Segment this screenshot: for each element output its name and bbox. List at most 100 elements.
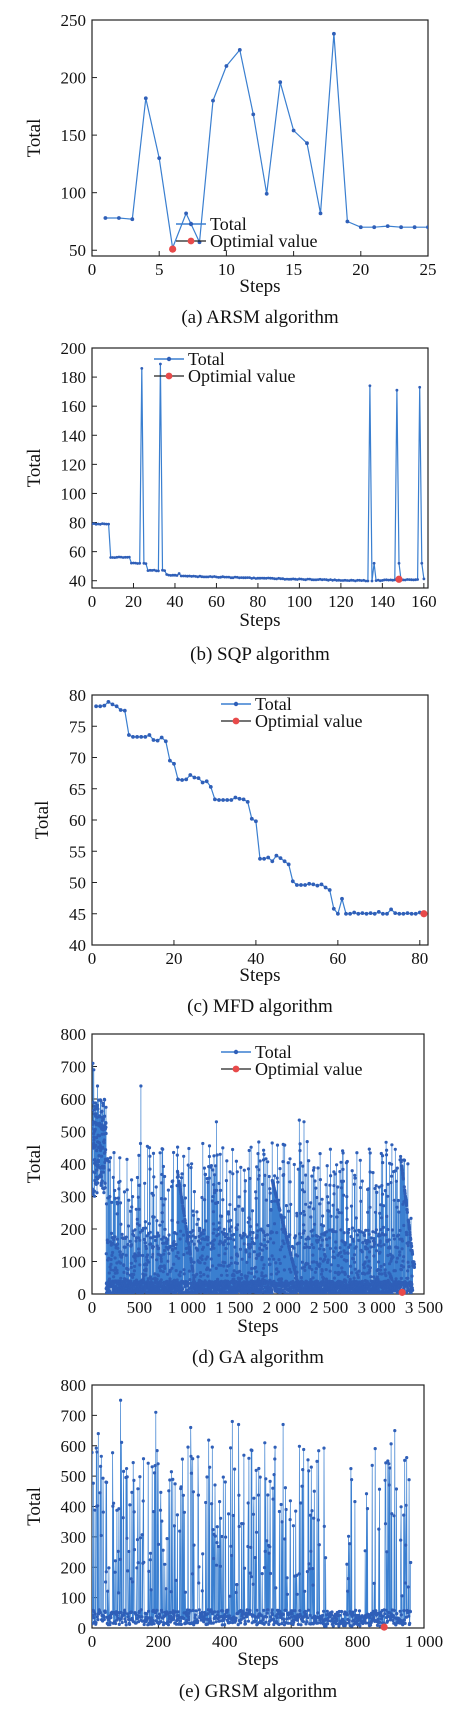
data-point	[390, 1512, 394, 1516]
x-tick-label: 600	[278, 1632, 304, 1651]
data-point	[213, 1610, 217, 1614]
data-point	[341, 1167, 345, 1171]
data-point	[213, 797, 217, 802]
data-point	[347, 1245, 351, 1249]
data-point	[96, 1181, 100, 1185]
data-point	[299, 1501, 303, 1505]
data-point	[288, 1499, 292, 1503]
data-point	[368, 1151, 372, 1155]
data-point	[378, 1620, 382, 1624]
data-point	[145, 1253, 150, 1257]
data-point	[252, 1242, 256, 1246]
data-point	[317, 1264, 321, 1268]
data-point	[255, 1270, 259, 1274]
data-point	[304, 1242, 308, 1246]
data-point	[382, 1263, 386, 1267]
data-point	[203, 1237, 207, 1242]
data-point	[359, 1199, 363, 1203]
x-tick-label: 5	[155, 260, 164, 279]
data-point	[361, 1241, 365, 1245]
data-point	[189, 1471, 193, 1475]
data-point	[403, 1458, 407, 1462]
data-point	[238, 1279, 242, 1283]
data-point	[135, 1566, 139, 1570]
data-point	[378, 1211, 382, 1215]
data-point	[180, 778, 185, 782]
data-point	[346, 1589, 350, 1593]
data-point	[96, 1504, 100, 1508]
data-point	[191, 1234, 195, 1238]
data-point	[162, 1264, 166, 1268]
data-point	[235, 1261, 239, 1265]
data-point	[230, 1419, 234, 1424]
data-point	[278, 1248, 282, 1252]
data-point	[283, 577, 287, 581]
data-point	[216, 1200, 220, 1205]
data-point	[395, 1166, 399, 1170]
data-point	[119, 555, 123, 559]
data-point	[248, 1252, 252, 1256]
data-point	[352, 1276, 356, 1280]
data-point	[262, 1148, 266, 1152]
data-point	[203, 1610, 207, 1615]
data-point	[278, 1261, 282, 1265]
data-point	[131, 1195, 135, 1199]
data-point	[159, 1281, 163, 1285]
data-point	[365, 1241, 369, 1245]
data-point	[182, 1154, 186, 1158]
data-point	[270, 859, 275, 864]
data-point	[268, 1545, 272, 1549]
data-point	[406, 1585, 410, 1589]
data-point	[95, 1191, 99, 1195]
data-point	[353, 1267, 357, 1271]
data-point	[208, 1617, 212, 1621]
data-point	[167, 1233, 171, 1237]
data-point	[303, 883, 307, 887]
data-point	[339, 579, 343, 582]
data-point	[368, 1205, 372, 1209]
data-point	[130, 1205, 134, 1209]
data-point	[137, 1223, 142, 1227]
data-point	[267, 1622, 271, 1626]
data-point	[179, 1622, 183, 1626]
data-point	[136, 1620, 141, 1624]
data-point	[161, 1147, 165, 1151]
data-point	[128, 1503, 132, 1507]
data-point	[96, 1432, 100, 1436]
data-point	[189, 1454, 193, 1458]
data-point	[306, 1262, 310, 1266]
data-point	[334, 1230, 338, 1234]
data-point	[153, 1272, 157, 1276]
data-point	[412, 1262, 417, 1266]
data-point	[192, 1190, 196, 1194]
data-point	[317, 1449, 321, 1453]
data-point	[158, 1151, 162, 1155]
data-point	[249, 816, 254, 821]
data-point	[99, 1533, 103, 1538]
data-point	[112, 1501, 116, 1505]
data-point	[269, 1208, 273, 1212]
data-point	[143, 1181, 147, 1185]
data-point	[329, 1174, 333, 1178]
data-point	[406, 1276, 410, 1280]
data-point	[118, 1201, 123, 1205]
data-point	[92, 1104, 96, 1108]
data-point	[395, 1612, 399, 1616]
data-point	[196, 1619, 200, 1623]
data-point	[353, 1176, 357, 1180]
data-point	[193, 1613, 197, 1617]
data-point	[200, 1254, 204, 1258]
data-point	[118, 1557, 122, 1561]
data-point	[281, 1160, 285, 1164]
data-point	[268, 1479, 272, 1483]
data-point	[266, 576, 270, 580]
data-point	[189, 1235, 193, 1239]
data-point	[268, 1237, 272, 1241]
x-tick-label: 3 000	[357, 1298, 395, 1317]
data-point	[323, 885, 328, 890]
data-point	[158, 1614, 162, 1618]
plot-frame	[91, 19, 429, 257]
data-point	[310, 1268, 314, 1272]
x-tick-label: 20	[352, 260, 369, 279]
